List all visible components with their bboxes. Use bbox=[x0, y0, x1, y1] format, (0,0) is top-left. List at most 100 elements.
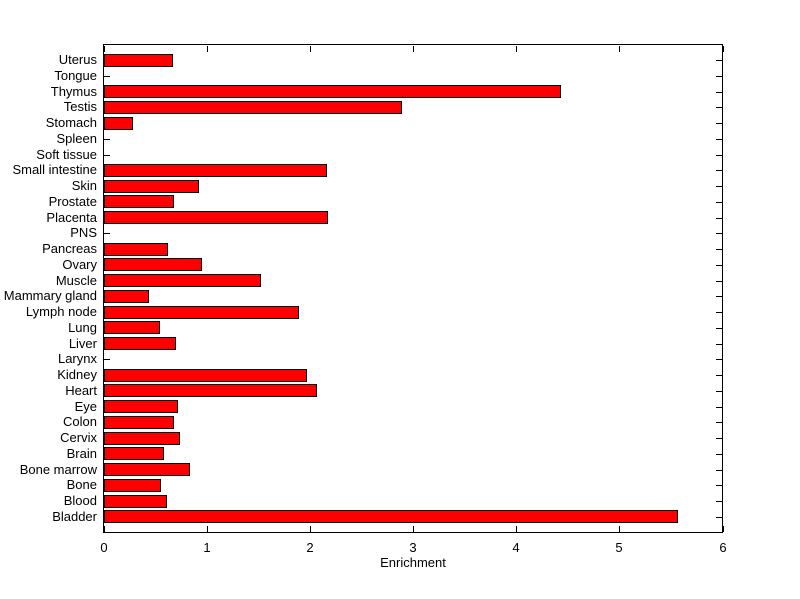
bar-bladder bbox=[104, 510, 678, 523]
x-tick-top bbox=[516, 45, 517, 52]
y-tick-right bbox=[716, 76, 722, 77]
y-tick-label: Soft tissue bbox=[36, 147, 97, 162]
y-tick-label: Lymph node bbox=[25, 304, 97, 319]
bar-heart bbox=[104, 384, 317, 397]
x-tick-label: 3 bbox=[409, 540, 417, 555]
y-tick-right bbox=[716, 501, 722, 502]
x-tick-label: 1 bbox=[203, 540, 211, 555]
y-tick-label: Small intestine bbox=[12, 162, 97, 177]
x-tick-label: 5 bbox=[615, 540, 623, 555]
bar-thymus bbox=[104, 85, 561, 98]
bar-muscle bbox=[104, 274, 261, 287]
y-tick-label: Uterus bbox=[58, 52, 97, 67]
y-tick-label: Lung bbox=[68, 320, 97, 335]
y-tick-label: Stomach bbox=[45, 115, 97, 130]
x-tick-label: 4 bbox=[512, 540, 520, 555]
y-tick-right bbox=[716, 517, 722, 518]
x-tick bbox=[723, 525, 724, 532]
bar-mammary-gland bbox=[104, 290, 149, 303]
bar-brain bbox=[104, 447, 164, 460]
y-tick-label: Ovary bbox=[62, 257, 97, 272]
plot-area bbox=[103, 44, 723, 533]
y-tick bbox=[104, 155, 110, 156]
bar-prostate bbox=[104, 195, 174, 208]
bar-blood bbox=[104, 495, 167, 508]
x-tick-top bbox=[619, 45, 620, 52]
x-tick bbox=[516, 525, 517, 532]
y-tick-right bbox=[716, 123, 722, 124]
y-tick-right bbox=[716, 139, 722, 140]
y-tick-label: Testis bbox=[63, 99, 97, 114]
y-tick-right bbox=[716, 107, 722, 108]
y-tick-label: Colon bbox=[63, 414, 97, 429]
y-tick-right bbox=[716, 186, 722, 187]
y-tick-right bbox=[716, 375, 722, 376]
y-tick-label: Tongue bbox=[54, 68, 97, 83]
x-tick bbox=[310, 525, 311, 532]
bar-colon bbox=[104, 416, 174, 429]
y-tick-right bbox=[716, 344, 722, 345]
y-tick-label: Muscle bbox=[55, 273, 97, 288]
bar-lymph-node bbox=[104, 306, 299, 319]
y-tick-label: Spleen bbox=[56, 131, 97, 146]
y-tick-right bbox=[716, 296, 722, 297]
y-tick-right bbox=[716, 391, 722, 392]
y-tick-label: Pancreas bbox=[42, 241, 97, 256]
y-tick-right bbox=[716, 438, 722, 439]
bar-liver bbox=[104, 337, 176, 350]
y-tick-label: Bone bbox=[66, 477, 97, 492]
y-tick-right bbox=[716, 233, 722, 234]
x-tick bbox=[413, 525, 414, 532]
y-tick-label: Prostate bbox=[48, 194, 97, 209]
y-tick-right bbox=[716, 312, 722, 313]
y-tick-label: Skin bbox=[71, 178, 97, 193]
y-tick-right bbox=[716, 407, 722, 408]
y-tick-right bbox=[716, 328, 722, 329]
y-tick bbox=[104, 359, 110, 360]
y-tick-right bbox=[716, 218, 722, 219]
y-tick-label: Eye bbox=[74, 399, 97, 414]
y-tick-right bbox=[716, 454, 722, 455]
x-tick-label: 0 bbox=[100, 540, 108, 555]
y-tick-label: Bladder bbox=[52, 509, 97, 524]
y-tick-label: Cervix bbox=[60, 430, 97, 445]
y-tick-right bbox=[716, 359, 722, 360]
bar-stomach bbox=[104, 117, 133, 130]
bar-eye bbox=[104, 400, 178, 413]
y-tick-right bbox=[716, 470, 722, 471]
y-tick bbox=[104, 139, 110, 140]
bar-small-intestine bbox=[104, 164, 327, 177]
x-axis-title: Enrichment bbox=[380, 555, 446, 570]
x-tick bbox=[619, 525, 620, 532]
bar-lung bbox=[104, 321, 160, 334]
x-tick bbox=[104, 525, 105, 532]
x-tick-label: 2 bbox=[306, 540, 314, 555]
x-tick-top bbox=[207, 45, 208, 52]
y-tick-label: Bone marrow bbox=[19, 462, 97, 477]
x-tick-top bbox=[104, 45, 105, 52]
y-tick-right bbox=[716, 92, 722, 93]
bar-cervix bbox=[104, 432, 180, 445]
x-tick-top bbox=[310, 45, 311, 52]
bar-uterus bbox=[104, 54, 173, 67]
bar-testis bbox=[104, 101, 402, 114]
x-tick-top bbox=[413, 45, 414, 52]
y-tick-label: Brain bbox=[66, 446, 97, 461]
x-tick-label: 6 bbox=[719, 540, 727, 555]
bar-pancreas bbox=[104, 243, 168, 256]
bar-bone bbox=[104, 479, 161, 492]
y-tick-right bbox=[716, 422, 722, 423]
y-tick-label: Mammary gland bbox=[3, 288, 97, 303]
y-tick bbox=[104, 76, 110, 77]
y-tick-right bbox=[716, 249, 722, 250]
bar-skin bbox=[104, 180, 199, 193]
y-tick-label: Blood bbox=[63, 493, 97, 508]
bar-bone-marrow bbox=[104, 463, 190, 476]
x-tick-top bbox=[723, 45, 724, 52]
y-tick-right bbox=[716, 281, 722, 282]
y-tick-label: Kidney bbox=[57, 367, 97, 382]
bar-ovary bbox=[104, 258, 202, 271]
y-tick-label: Placenta bbox=[46, 210, 97, 225]
y-tick-right bbox=[716, 60, 722, 61]
